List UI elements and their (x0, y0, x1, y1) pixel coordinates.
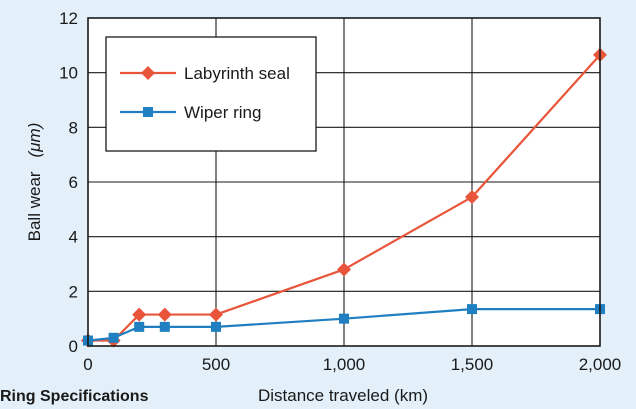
data-point-wiper-ring (159, 321, 170, 332)
y-axis-label-main: Ball wear (25, 171, 44, 241)
y-tick-label: 12 (59, 9, 78, 28)
plot-frame (87, 17, 601, 347)
y-axis-label: Ball wear (μm) (25, 123, 44, 242)
x-tick-label: 500 (202, 355, 230, 374)
data-point-wiper-ring (339, 313, 349, 324)
data-point-labyrinth-seal (465, 190, 479, 205)
legend: Labyrinth seal Wiper ring (105, 36, 317, 152)
x-tick-label: 1,500 (451, 355, 494, 374)
data-point-labyrinth-seal (209, 307, 223, 322)
data-point-wiper-ring (467, 304, 477, 315)
y-tick-label: 4 (69, 228, 78, 247)
legend-label-wiper-ring: Wiper ring (184, 103, 261, 122)
x-tick-label: 0 (83, 355, 92, 374)
x-tick-label: 2,000 (579, 355, 622, 374)
y-tick-label: 8 (69, 118, 78, 137)
legend-box (105, 36, 317, 152)
y-tick-label: 2 (69, 282, 78, 301)
ring-specifications-caption: Ring Specifications (0, 388, 149, 405)
data-point-labyrinth-seal (337, 262, 351, 277)
data-point-wiper-ring (108, 332, 119, 343)
x-axis-label: Distance traveled (km) (258, 386, 428, 405)
y-tick-label: 6 (69, 173, 78, 192)
y-tick-label: 10 (59, 64, 78, 83)
y-tick-labels: 0 2 4 6 8 10 12 (59, 9, 78, 356)
legend-marker-labyrinth-seal (141, 66, 155, 80)
y-axis-label-unit: (μm) (25, 123, 44, 158)
y-tick-label: 0 (69, 337, 78, 356)
data-point-labyrinth-seal (157, 307, 172, 322)
data-point-labyrinth-seal (132, 307, 147, 322)
x-tick-label: 1,000 (323, 355, 366, 374)
x-tick-labels: 0 500 1,000 1,500 2,000 (83, 355, 621, 374)
data-point-wiper-ring (134, 321, 145, 332)
legend-marker-wiper-ring (143, 107, 153, 117)
data-point-wiper-ring (211, 321, 221, 332)
legend-label-labyrinth-seal: Labyrinth seal (184, 64, 290, 83)
